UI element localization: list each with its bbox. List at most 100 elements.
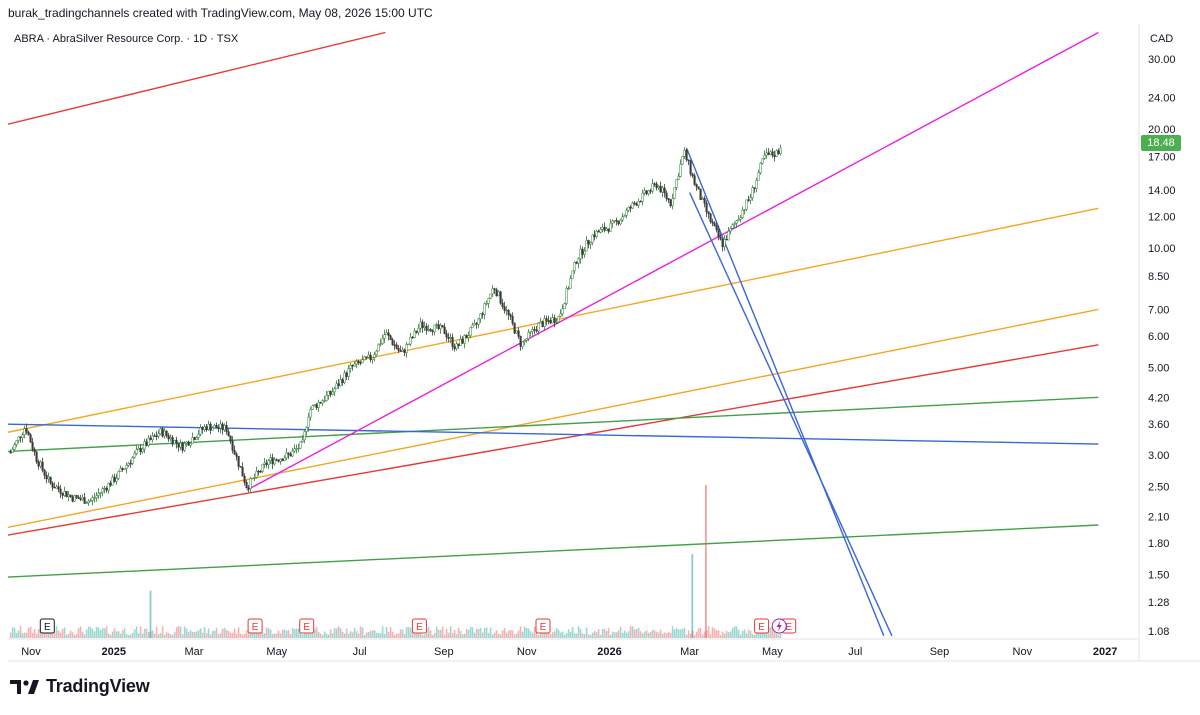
volume-bar: [371, 630, 374, 638]
candle-body: [507, 309, 510, 315]
candle-body: [163, 430, 166, 437]
candle-body: [239, 465, 242, 468]
candle-body: [179, 442, 182, 448]
candle-body: [703, 198, 706, 204]
dividend-marker[interactable]: [771, 618, 787, 634]
candle-body: [573, 261, 576, 272]
volume-bar: [491, 634, 494, 638]
time-tick-label: Sep: [434, 646, 454, 658]
candle-body: [599, 229, 602, 233]
volume-bar: [41, 631, 44, 638]
time-axis: Nov 2025 Mar May Jul Sep Nov 2026 Mar May Jul Sep No…: [21, 646, 1117, 658]
candle-body: [713, 222, 716, 227]
time-tick-label: Jul: [353, 646, 367, 658]
volume-bar: [713, 628, 716, 638]
candle-body: [313, 404, 316, 406]
candle-body: [665, 192, 668, 199]
candle-body: [95, 495, 98, 499]
candle-body: [43, 469, 46, 476]
volume-bar: [595, 632, 598, 638]
volume-bar: [403, 634, 406, 638]
candle-body: [93, 497, 96, 499]
volume-bar: [613, 632, 616, 638]
trendline: [246, 31, 1099, 491]
candle-body: [271, 457, 274, 465]
candle-body: [61, 493, 64, 496]
volume-bar: [469, 626, 472, 638]
volume-bar: [237, 627, 240, 638]
volume-bar: [677, 629, 680, 638]
candle-body: [717, 229, 720, 238]
volume-bar: [137, 633, 140, 638]
volume-bar: [215, 627, 218, 638]
candle-body: [191, 437, 194, 444]
candle-body: [323, 400, 326, 402]
price-axis: 30.00 24.00 20.00 17.00 14.00 12.00 10.00 8.50 7…: [1148, 54, 1176, 638]
volume-bar: [27, 628, 30, 638]
candle-body: [485, 303, 488, 305]
candle-body: [399, 350, 402, 352]
volume-bar: [317, 631, 320, 638]
volume-bar: [331, 633, 334, 638]
candles[interactable]: [9, 144, 782, 506]
candle-body: [771, 151, 774, 156]
volume-bar: [641, 633, 644, 638]
candle-body: [113, 476, 116, 482]
volume-bar: [661, 633, 664, 638]
volume-bar: [753, 634, 756, 638]
volume-bar: [273, 633, 276, 638]
candle-body: [549, 320, 552, 324]
candle-body: [745, 199, 748, 210]
earnings-marker[interactable]: E: [754, 618, 770, 634]
volume-bar: [405, 627, 408, 638]
earnings-marker[interactable]: E: [299, 618, 315, 634]
candle-body: [141, 448, 144, 453]
candle-body: [777, 150, 780, 154]
candle-body: [287, 452, 290, 455]
earnings-marker[interactable]: E: [535, 618, 551, 634]
volume-bar: [659, 629, 662, 638]
candle-body: [379, 343, 382, 345]
candle-body: [529, 331, 532, 333]
time-tick-label: 2026: [597, 646, 621, 658]
volume-bar: [155, 626, 158, 638]
volume-bar: [679, 629, 682, 638]
volume-bar: [609, 634, 612, 638]
price-tick-label: 17.00: [1148, 152, 1176, 164]
volume-bar: [49, 631, 52, 638]
volume-bar: [63, 627, 66, 638]
volume-bar: [59, 632, 62, 638]
volume-bar: [533, 626, 536, 638]
time-tick-label: 2025: [102, 646, 126, 658]
volume-bar: [201, 632, 204, 638]
earnings-marker[interactable]: E: [39, 618, 55, 634]
candle-body: [575, 261, 578, 264]
candle-body: [221, 423, 224, 431]
candle-body: [355, 360, 358, 365]
volume-bar: [349, 631, 352, 638]
candle-body: [213, 425, 216, 429]
earnings-marker[interactable]: E: [411, 618, 427, 634]
candle-body: [593, 234, 596, 238]
volume-bar: [261, 632, 264, 638]
plot-area[interactable]: [8, 24, 1139, 639]
candle-body: [631, 202, 634, 209]
volume-bar: [617, 630, 620, 638]
volume-bar: [775, 631, 778, 638]
candle-body: [661, 187, 664, 193]
volume-bar: [535, 629, 538, 638]
earnings-marker[interactable]: E: [247, 618, 263, 634]
volume-bar: [35, 634, 38, 638]
candle-body: [11, 449, 14, 453]
tradingview-logo[interactable]: TradingView: [10, 676, 150, 697]
candle-body: [231, 441, 234, 451]
volume-bar: [671, 626, 674, 638]
volume-bar: [437, 629, 440, 638]
tradingview-brand: TradingView: [46, 676, 150, 696]
candle-body: [369, 354, 372, 360]
candle-body: [309, 409, 312, 418]
candle-body: [305, 427, 308, 432]
volume-bar: [333, 628, 336, 638]
